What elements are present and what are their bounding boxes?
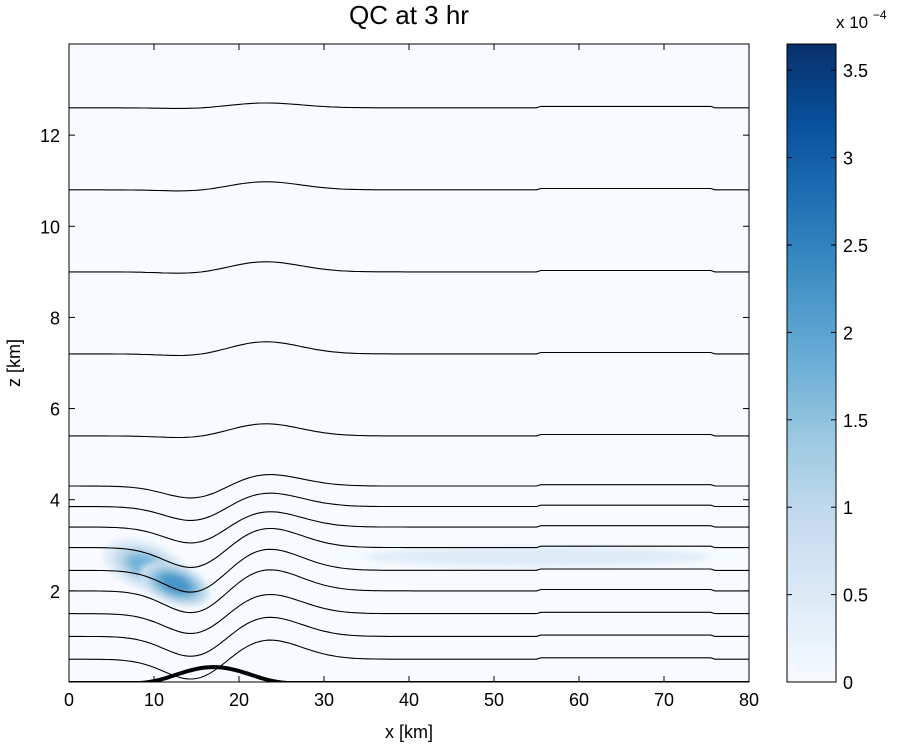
isentrope-line: [69, 102, 749, 109]
isentrope-lines: [69, 102, 749, 680]
isentrope-line: [69, 261, 749, 274]
x-tick-label: 80: [739, 690, 759, 710]
x-tick-label: 50: [484, 690, 504, 710]
plot-area: 0 10 20 30 40 50 60 70 80 2 4 6 8 10 12: [40, 43, 759, 710]
y-tick-label: 6: [50, 400, 60, 420]
colorbar-tick-label: 1: [843, 498, 853, 518]
cloud-blob: [139, 561, 212, 607]
y-tick-label: 12: [40, 126, 60, 146]
isentrope-line: [69, 616, 749, 657]
colorbar-tick-label: 3.5: [843, 61, 868, 81]
colorbar-multiplier: x 10 −4: [836, 8, 887, 32]
x-tick-label: 10: [144, 690, 164, 710]
isentrope-line: [69, 548, 749, 593]
terrain-line: [69, 664, 749, 682]
colorbar-ticks: 0 0.5 1 1.5 2 2.5 3 3.5: [787, 61, 868, 693]
y-tick-label: 2: [50, 582, 60, 602]
cloud-contour: [441, 551, 632, 563]
isentrope-line: [69, 593, 749, 634]
x-tick-label: 30: [314, 690, 334, 710]
colorbar-tick-label: 2.5: [843, 236, 868, 256]
chart-title: QC at 3 hr: [349, 0, 469, 30]
colorbar-multiplier-base: x 10: [836, 13, 868, 32]
y-tick-label: 8: [50, 308, 60, 328]
isentrope-line: [69, 639, 749, 680]
y-axis-label: z [km]: [4, 339, 24, 387]
x-axis-label: x [km]: [385, 722, 433, 742]
x-tick-label: 20: [229, 690, 249, 710]
isentrope-line: [69, 569, 749, 614]
isentrope-line: [69, 181, 749, 192]
colorbar-gradient: [786, 43, 837, 683]
terrain: [69, 664, 749, 682]
isentrope-line: [69, 492, 749, 521]
cloud-field: [103, 539, 749, 607]
x-tick-label: 70: [654, 690, 674, 710]
colorbar-multiplier-exponent: −4: [873, 8, 887, 22]
cloud-blob: [310, 543, 749, 571]
x-tick-label: 40: [399, 690, 419, 710]
cloud-contour: [160, 574, 191, 594]
colorbar-tick-label: 1.5: [843, 411, 868, 431]
isentrope-line: [69, 423, 749, 439]
y-tick-label: 4: [50, 491, 60, 511]
isentrope-line: [69, 341, 749, 357]
colorbar-tick-label: 0.5: [843, 586, 868, 606]
colorbar: 0 0.5 1 1.5 2 2.5 3 3.5 x 10 −4: [786, 8, 887, 693]
x-axis-ticks: 0 10 20 30 40 50 60 70 80: [64, 44, 759, 710]
colorbar-tick-label: 3: [843, 149, 853, 169]
colorbar-tick-label: 2: [843, 323, 853, 343]
y-axis-ticks: 2 4 6 8 10 12: [40, 126, 749, 602]
isentrope-line: [69, 511, 749, 544]
x-tick-label: 0: [64, 690, 74, 710]
isentrope-line: [69, 527, 749, 568]
colorbar-tick-label: 0: [843, 673, 853, 693]
y-tick-label: 10: [40, 217, 60, 237]
x-tick-label: 60: [569, 690, 589, 710]
isentrope-line: [69, 474, 749, 499]
